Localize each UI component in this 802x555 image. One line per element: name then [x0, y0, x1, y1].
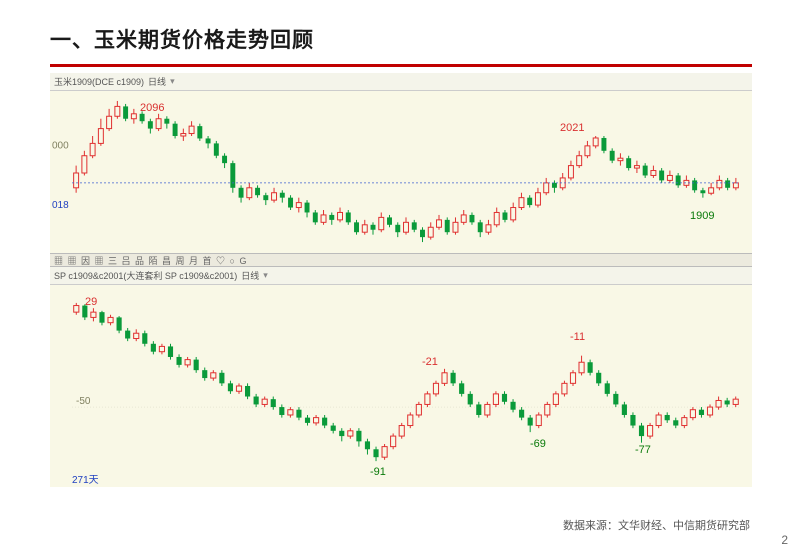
svg-text:-77: -77 [635, 444, 651, 456]
svg-text:271天: 271天 [72, 475, 99, 486]
svg-text:-21: -21 [422, 356, 438, 368]
chart2-header: SP c1909&c2001(大连套利 SP c1909&c2001) 日线 ▾ [50, 267, 752, 285]
chart1-interval: 日线 [148, 75, 166, 88]
chart-spread: SP c1909&c2001(大连套利 SP c1909&c2001) 日线 ▾… [50, 267, 752, 487]
title-divider [50, 64, 752, 67]
dropdown-icon: ▾ [263, 270, 268, 281]
chart1-svg: 000 018 2096 2021 1909 [50, 91, 750, 253]
svg-text:-91: -91 [370, 466, 386, 478]
svg-text:018: 018 [52, 200, 69, 211]
svg-text:1909: 1909 [690, 210, 714, 222]
chart2-interval: 日线 [241, 269, 259, 282]
svg-text:-69: -69 [530, 438, 546, 450]
chart-toolbar[interactable]: ▦ ▦ 因 ▦ 三 吕 品 陌 昌 周 月 首 ♡ ○ G [50, 253, 752, 267]
chart2-symbol: SP c1909&c2001(大连套利 SP c1909&c2001) [54, 269, 237, 282]
chart1-body: 000 018 2096 2021 1909 [50, 91, 752, 253]
chart2-body: -50 29 -21 -91 -11 -69 -77 271天 [50, 285, 752, 487]
dropdown-icon: ▾ [170, 76, 175, 87]
page-title: 一、玉米期货价格走势回顾 [50, 24, 752, 54]
svg-text:-11: -11 [570, 331, 585, 343]
chart1-header: 玉米1909(DCE c1909) 日线 ▾ [50, 73, 752, 91]
svg-text:-50: -50 [76, 396, 91, 407]
toolbar-items[interactable]: ▦ ▦ 因 ▦ 三 吕 品 陌 昌 周 月 首 ♡ ○ G [54, 254, 247, 267]
chart2-svg: -50 29 -21 -91 -11 -69 -77 271天 [50, 285, 750, 487]
svg-text:29: 29 [85, 296, 97, 308]
svg-text:000: 000 [52, 140, 69, 151]
chart-price: 玉米1909(DCE c1909) 日线 ▾ 000 018 2096 2021 190… [50, 73, 752, 253]
page-number: 2 [781, 533, 788, 547]
source-text: 数据来源：文华财经、中信期货研究部 [563, 517, 750, 533]
slide: 一、玉米期货价格走势回顾 玉米1909(DCE c1909) 日线 ▾ 0000… [0, 0, 802, 555]
svg-text:2096: 2096 [140, 102, 164, 114]
chart1-symbol: 玉米1909(DCE c1909) [54, 75, 144, 88]
svg-text:2021: 2021 [560, 122, 584, 134]
